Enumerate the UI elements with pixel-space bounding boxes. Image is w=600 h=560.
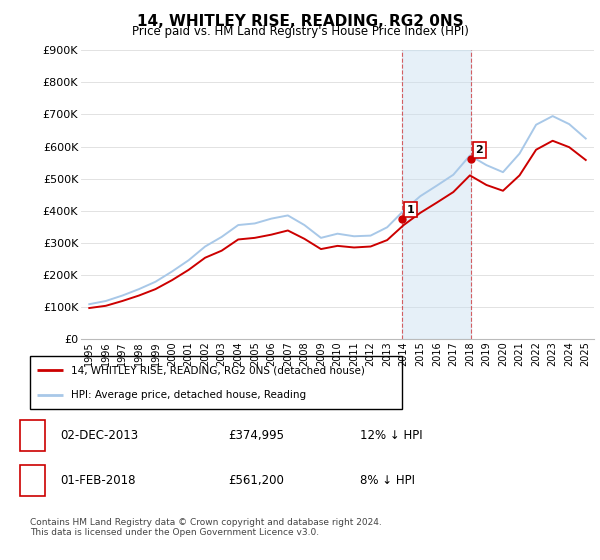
Text: Contains HM Land Registry data © Crown copyright and database right 2024.
This d: Contains HM Land Registry data © Crown c… [30,518,382,538]
Text: 14, WHITLEY RISE, READING, RG2 0NS: 14, WHITLEY RISE, READING, RG2 0NS [137,14,463,29]
Text: 12% ↓ HPI: 12% ↓ HPI [360,429,422,442]
Text: 1: 1 [28,429,37,442]
Bar [403,50,471,339]
Text: HPI: Average price, detached house, Reading: HPI: Average price, detached house, Read… [71,390,306,400]
Text: £374,995: £374,995 [228,429,284,442]
Text: 01-FEB-2018: 01-FEB-2018 [60,474,136,487]
Text: 02-DEC-2013: 02-DEC-2013 [60,429,138,442]
Text: £561,200: £561,200 [228,474,284,487]
Text: 1: 1 [407,204,415,214]
Text: Price paid vs. HM Land Registry's House Price Index (HPI): Price paid vs. HM Land Registry's House … [131,25,469,38]
Text: 14, WHITLEY RISE, READING, RG2 0NS (detached house): 14, WHITLEY RISE, READING, RG2 0NS (deta… [71,366,365,376]
Text: 2: 2 [476,145,484,155]
Text: 2: 2 [28,474,37,487]
Text: 8% ↓ HPI: 8% ↓ HPI [360,474,415,487]
